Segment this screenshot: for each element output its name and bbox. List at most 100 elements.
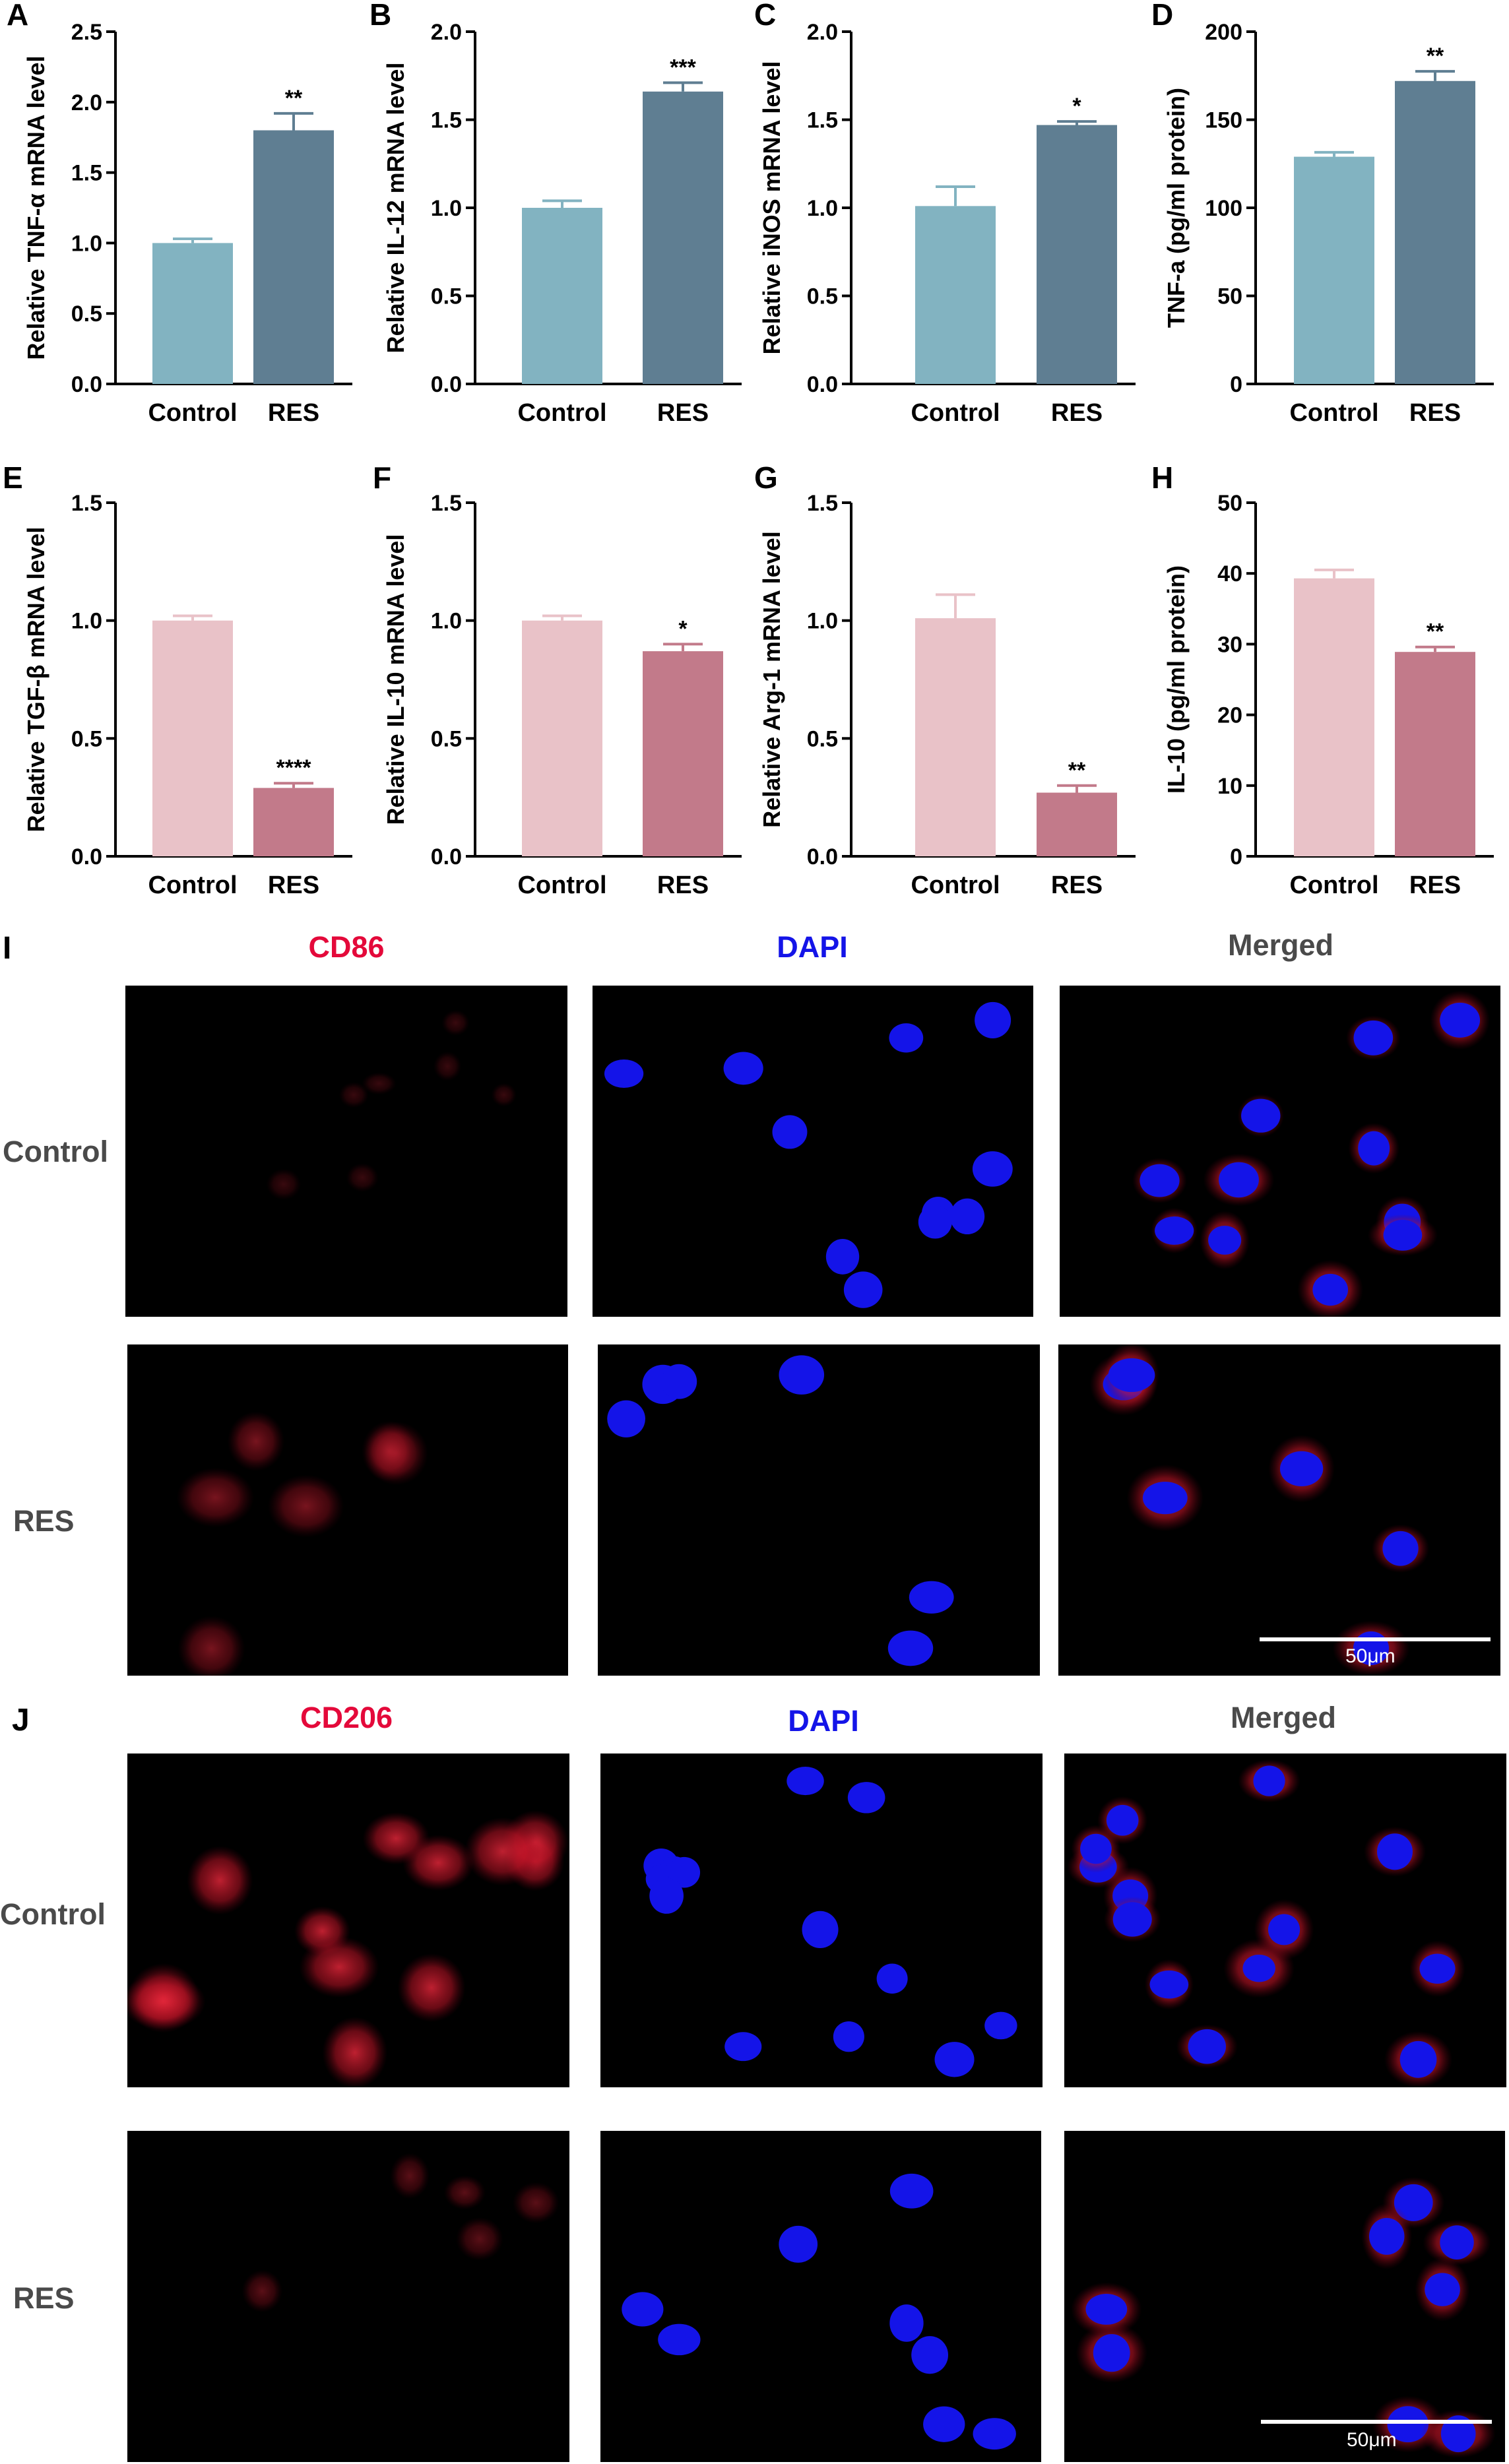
row-label-control-j: Control [0,1897,106,1931]
cell-nucleus [923,2406,965,2442]
cell-cytoplasm-signal [362,1072,397,1095]
micrograph-j-dapi-control [600,1753,1043,2087]
cell-nucleus [973,2418,1016,2450]
chart-b-y-tick-label: 0.5 [431,284,462,309]
cell-nucleus [1108,1358,1155,1393]
chart-a-bar-control [152,243,233,384]
chart-f-x-tick-label: RES [657,871,709,899]
chart-f-panel-letter: F [373,460,391,495]
chart-a-y-tick-label: 2.5 [71,20,102,45]
cell-cytoplasm-signal [241,2269,283,2313]
cell-nucleus [847,1782,885,1814]
chart-f-y-tick-label: 1.0 [431,609,462,634]
row-label-control: Control [3,1135,108,1168]
cell-cytoplasm-signal [299,1936,379,1998]
micrograph-i-cd86-control [125,986,567,1317]
chart-a-y-tick-label: 1.5 [71,161,102,186]
micrograph-j-cd206-res [127,2131,569,2462]
chart-a-y-tick-label: 0.0 [71,372,102,397]
cell-nucleus [622,2292,664,2327]
chart-d-y-tick-label: 200 [1205,20,1242,45]
cell-nucleus [1242,1954,1275,1982]
chart-h-x-tick-label: Control [1289,871,1378,899]
cell-nucleus [975,1001,1011,1038]
cell-cytoplasm-signal [362,1420,417,1482]
chart-a-bar-res [253,130,334,384]
cell-cytoplasm-signal [433,1051,462,1081]
chart-b-x-tick-label: RES [657,399,709,427]
chart-h-significance-label: ** [1427,619,1444,645]
cell-nucleus [1279,1451,1324,1487]
chart-d-y-tick-label: 0 [1230,372,1242,397]
chart-g-bar-res [1037,792,1117,856]
cell-cytoplasm-signal [346,1163,379,1192]
chart-f-y-tick-label: 0.5 [431,726,462,751]
chart-c-y-tick-label: 1.0 [807,196,838,221]
cell-nucleus [1353,1020,1394,1056]
chart-c-y-tick-label: 1.5 [807,108,838,133]
cell-nucleus [1208,1225,1242,1255]
cell-cytoplasm-signal [177,1616,245,1676]
cell-cytoplasm-signal [266,1168,302,1200]
chart-h-panel-letter: H [1151,460,1173,495]
cell-nucleus [825,1238,860,1275]
micrograph-i-dapi-control [593,986,1033,1317]
chart-e-y-tick-label: 1.5 [71,491,102,516]
chart-e-y-tick-label: 0.0 [71,844,102,869]
cell-nucleus [1080,1833,1112,1864]
chart-a-y-axis-label: Relative TNF-α mRNA level [22,56,49,360]
chart-c-y-tick-label: 0.5 [807,284,838,309]
column-header-dapi: DAPI [777,930,848,964]
cell-cytoplasm-signal [338,1082,369,1108]
cell-nucleus [889,2304,924,2342]
cell-nucleus [1219,1162,1259,1198]
chart-b-y-axis-label: Relative IL-12 mRNA level [382,63,409,354]
cell-nucleus [1112,1902,1152,1937]
chart-a-x-tick-label: RES [268,399,319,427]
chart-b-y-tick-label: 1.0 [431,196,462,221]
chart-g-bar-control [915,618,996,856]
chart-d-significance-label: ** [1427,44,1444,69]
chart-h-y-tick-label: 20 [1217,703,1242,728]
cell-nucleus [1419,1953,1456,1984]
cell-nucleus [1149,1970,1189,1999]
chart-b-bar-control [522,208,602,384]
scale-bar-label-j: 50μm [1347,2429,1397,2451]
cell-cytoplasm-signal [127,1973,206,2030]
cell-nucleus [1241,1098,1281,1133]
cell-nucleus [607,1400,645,1437]
cell-nucleus [911,2336,949,2374]
chart-b-significance-label: *** [670,55,696,80]
cell-nucleus [909,1581,954,1614]
cell-nucleus [1106,1804,1139,1836]
micrograph-j-cd206-control [127,1753,569,2087]
chart-g-y-tick-label: 1.5 [807,491,838,516]
chart-h-y-tick-label: 40 [1217,561,1242,586]
chart-e-x-tick-label: Control [148,871,237,899]
cell-nucleus [1155,1216,1194,1245]
cell-nucleus [723,1052,763,1085]
micrograph-j-dapi-res [600,2131,1041,2462]
chart-g-y-tick-label: 0.5 [807,726,838,751]
chart-a-panel-letter: A [7,0,28,32]
column-header-cd206: CD206 [300,1701,393,1734]
cell-nucleus [1368,2217,1405,2255]
chart-d-y-axis-label: TNF-a (pg/ml protein) [1163,88,1190,328]
panel-letter-j: J [12,1703,30,1738]
scale-bar-label: 50μm [1345,1645,1396,1667]
cell-nucleus [779,2225,818,2263]
cell-cytoplasm-signal [441,1009,470,1036]
chart-f-y-axis-label: Relative IL-10 mRNA level [382,534,409,825]
cell-nucleus [658,2323,701,2356]
cell-nucleus [660,1364,697,1399]
cell-cytoplasm-signal [512,2182,560,2224]
cell-nucleus [843,1271,883,1308]
cell-nucleus [779,1355,825,1395]
chart-e-y-tick-label: 0.5 [71,726,102,751]
chart-d-y-tick-label: 100 [1205,196,1242,221]
cell-nucleus [1383,1219,1423,1251]
chart-c-x-tick-label: RES [1051,399,1103,427]
chart-d-x-tick-label: Control [1289,399,1378,427]
cell-nucleus [787,1767,824,1796]
chart-d-panel-letter: D [1151,0,1173,32]
